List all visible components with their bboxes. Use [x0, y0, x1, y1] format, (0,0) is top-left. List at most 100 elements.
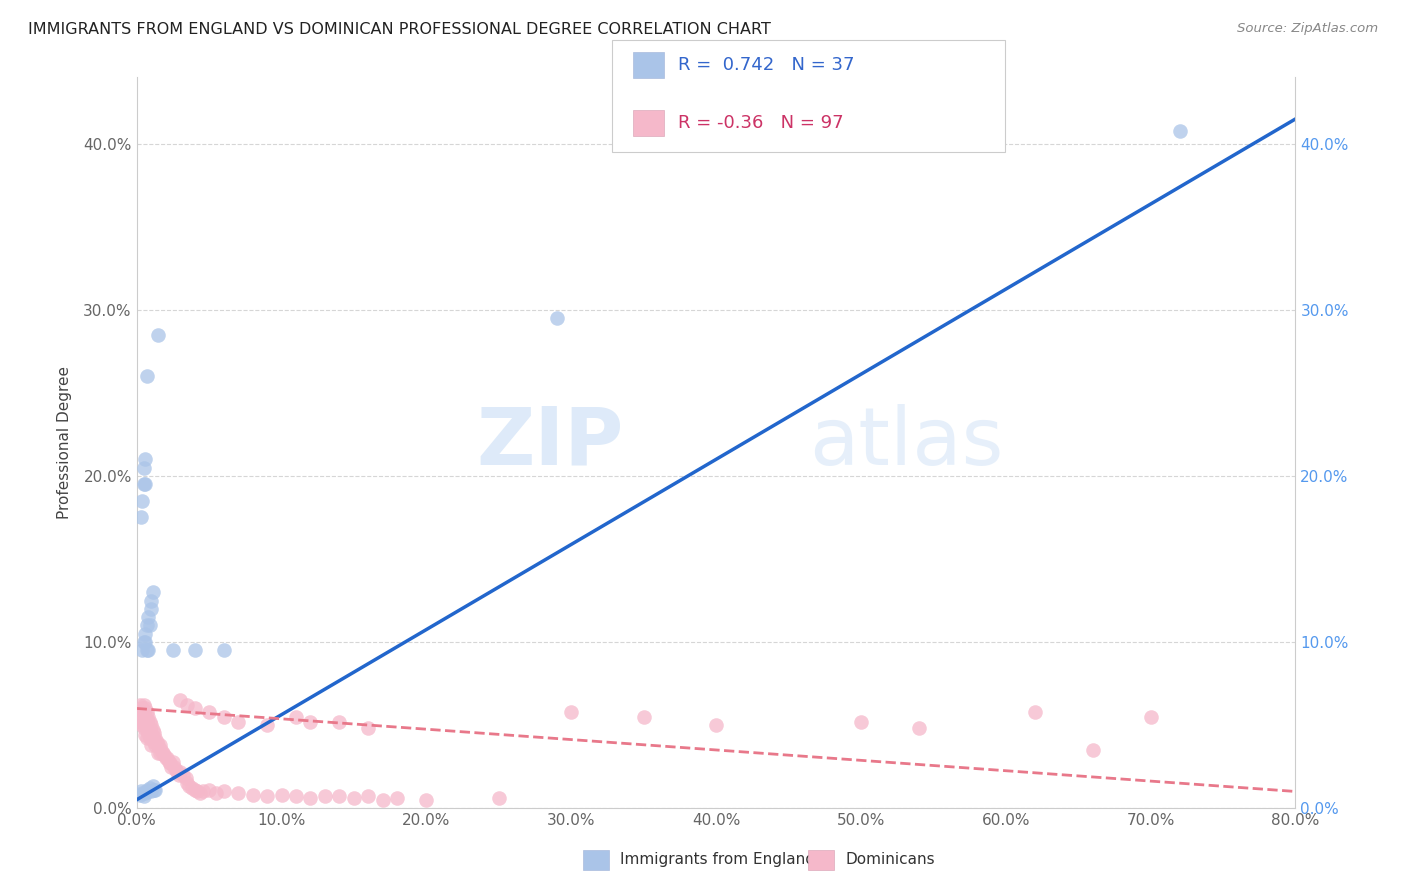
Point — [131, 494, 153, 508]
Point — [162, 643, 184, 657]
Point — [1139, 710, 1161, 724]
Point — [139, 738, 162, 752]
Point — [328, 714, 350, 729]
Point — [285, 710, 308, 724]
Text: R = -0.36   N = 97: R = -0.36 N = 97 — [678, 114, 844, 132]
Point — [132, 460, 155, 475]
Point — [136, 726, 159, 740]
Point — [135, 713, 157, 727]
Point — [135, 705, 157, 719]
Point — [136, 643, 159, 657]
Point — [256, 718, 278, 732]
Point — [155, 751, 177, 765]
Text: IMMIGRANTS FROM ENGLAND VS DOMINICAN PROFESSIONAL DEGREE CORRELATION CHART: IMMIGRANTS FROM ENGLAND VS DOMINICAN PRO… — [28, 22, 770, 37]
Point — [136, 610, 159, 624]
Point — [156, 751, 179, 765]
Point — [226, 714, 249, 729]
Point — [1168, 123, 1191, 137]
Point — [134, 477, 156, 491]
Point — [299, 791, 322, 805]
Point — [138, 618, 160, 632]
Point — [169, 764, 191, 779]
Point — [198, 705, 221, 719]
Text: atlas: atlas — [808, 404, 1002, 482]
Point — [135, 722, 157, 736]
Point — [134, 786, 156, 800]
Point — [135, 643, 157, 657]
Point — [387, 791, 409, 805]
Point — [186, 784, 208, 798]
Point — [149, 746, 172, 760]
Point — [143, 734, 166, 748]
Point — [131, 710, 153, 724]
Point — [129, 784, 152, 798]
Point — [560, 705, 582, 719]
Point — [143, 782, 166, 797]
Point — [328, 789, 350, 804]
Point — [131, 786, 153, 800]
Point — [139, 602, 162, 616]
Point — [128, 698, 150, 712]
Point — [139, 718, 162, 732]
Point — [134, 701, 156, 715]
Point — [415, 793, 437, 807]
Point — [135, 782, 157, 797]
Point — [226, 786, 249, 800]
Point — [145, 738, 167, 752]
Point — [180, 781, 202, 796]
Point — [132, 698, 155, 712]
Point — [142, 780, 165, 794]
Point — [142, 723, 165, 737]
Point — [193, 784, 215, 798]
Point — [148, 327, 170, 342]
Point — [134, 626, 156, 640]
Point — [212, 784, 235, 798]
Point — [134, 635, 156, 649]
Point — [131, 701, 153, 715]
Point — [152, 746, 174, 760]
Point — [299, 714, 322, 729]
Point — [138, 723, 160, 737]
Point — [132, 722, 155, 736]
Point — [134, 728, 156, 742]
Point — [172, 768, 194, 782]
Point — [132, 635, 155, 649]
Point — [256, 789, 278, 804]
Point — [165, 763, 187, 777]
Point — [270, 788, 292, 802]
Point — [135, 618, 157, 632]
Point — [145, 731, 167, 746]
Point — [633, 710, 655, 724]
Point — [132, 714, 155, 729]
Point — [183, 782, 205, 797]
Text: R =  0.742   N = 37: R = 0.742 N = 37 — [678, 56, 855, 74]
Point — [148, 738, 170, 752]
Point — [135, 731, 157, 746]
Point — [177, 780, 200, 794]
Point — [129, 510, 152, 524]
Point — [138, 714, 160, 729]
Point — [212, 710, 235, 724]
Text: ZIP: ZIP — [477, 404, 623, 482]
Point — [145, 782, 167, 797]
Point — [343, 791, 366, 805]
Point — [163, 759, 186, 773]
Point — [136, 784, 159, 798]
Point — [148, 746, 170, 760]
Point — [183, 701, 205, 715]
Point — [138, 731, 160, 746]
Point — [159, 756, 181, 771]
Point — [132, 789, 155, 804]
Point — [169, 693, 191, 707]
Y-axis label: Professional Degree: Professional Degree — [58, 367, 72, 519]
Point — [160, 759, 183, 773]
Point — [1024, 705, 1046, 719]
Point — [136, 718, 159, 732]
Point — [134, 710, 156, 724]
Point — [176, 776, 198, 790]
Text: Immigrants from England: Immigrants from England — [620, 853, 815, 867]
Point — [135, 369, 157, 384]
Point — [908, 722, 931, 736]
Point — [212, 643, 235, 657]
Point — [131, 718, 153, 732]
